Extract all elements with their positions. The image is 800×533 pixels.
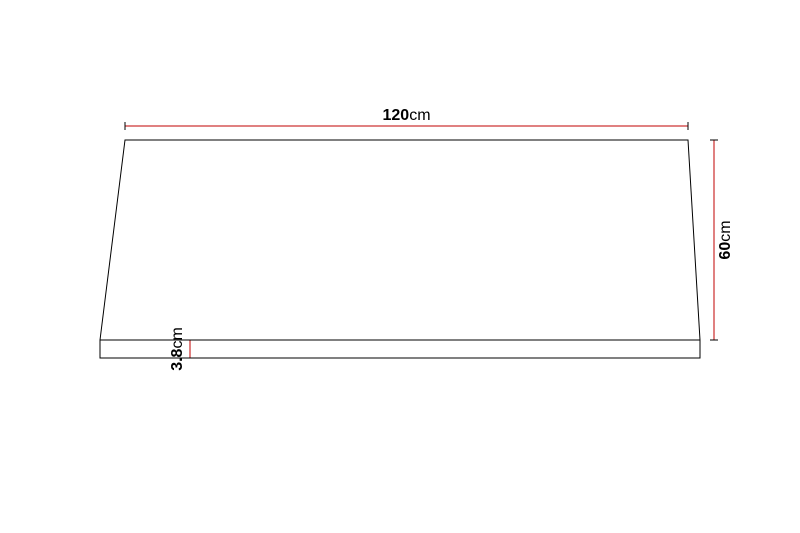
slab-outline <box>100 140 700 358</box>
depth-label: 60cm <box>717 220 734 259</box>
thickness-label: 3.8cm <box>169 327 186 371</box>
width-label: 120cm <box>382 107 430 124</box>
